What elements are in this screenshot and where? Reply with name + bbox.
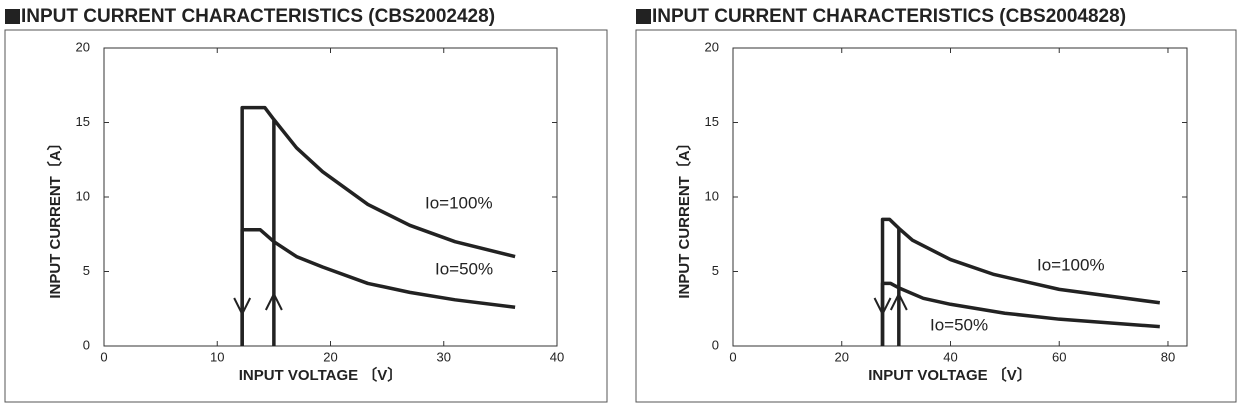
x-tick-label: 40 [943, 349, 957, 364]
series-label: Io=100% [1037, 255, 1105, 274]
arrow-up [264, 291, 283, 311]
data-line [880, 217, 1161, 346]
arrow-up [889, 291, 908, 311]
y-tick-label: 20 [705, 39, 719, 54]
x-tick-label: 0 [729, 349, 736, 364]
y-tick-label: 20 [76, 39, 90, 54]
x-tick-label: 0 [100, 349, 107, 364]
y-tick-label: 10 [705, 188, 719, 203]
x-tick-label: 60 [1052, 349, 1066, 364]
data-line [240, 228, 516, 346]
x-tick-label: 20 [835, 349, 849, 364]
y-axis-label: INPUT CURRENT〔A〕 [46, 135, 64, 298]
x-tick-label: 30 [437, 349, 451, 364]
y-tick-label: 10 [76, 188, 90, 203]
chart-title: INPUT CURRENT CHARACTERISTICS (CBS200242… [21, 6, 495, 27]
panel-frame [635, 29, 1237, 403]
chart-title: INPUT CURRENT CHARACTERISTICS (CBS200482… [652, 6, 1126, 27]
arrow-down [873, 297, 892, 317]
title-square [636, 9, 651, 24]
y-tick-label: 5 [83, 263, 90, 278]
x-tick-label: 10 [210, 349, 224, 364]
series-label: Io=50% [930, 315, 988, 334]
y-tick-label: 0 [712, 337, 719, 352]
panel-frame [4, 29, 608, 403]
arrow-down [233, 297, 252, 317]
x-axis-label: INPUT VOLTAGE 〔V〕 [868, 366, 1032, 384]
y-axis-label: INPUT CURRENT〔A〕 [675, 135, 693, 298]
y-tick-label: 15 [76, 114, 90, 129]
data-line [880, 281, 1160, 346]
x-axis-label: INPUT VOLTAGE 〔V〕 [239, 366, 403, 384]
plot-frame [732, 47, 1188, 347]
x-tick-label: 20 [323, 349, 337, 364]
series-label: Io=50% [435, 259, 493, 278]
y-tick-label: 15 [705, 114, 719, 129]
title-square [5, 9, 20, 24]
series-label: Io=100% [425, 193, 493, 212]
data-line [240, 105, 516, 346]
x-tick-label: 80 [1161, 349, 1175, 364]
y-tick-label: 5 [712, 263, 719, 278]
y-tick-label: 0 [83, 337, 90, 352]
x-tick-label: 40 [550, 349, 564, 364]
